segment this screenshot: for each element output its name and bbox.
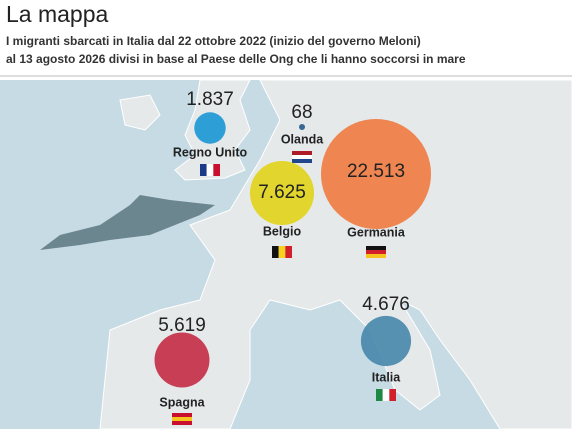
- bubble: [249, 160, 315, 226]
- bubble: [320, 118, 432, 230]
- country-name: Olanda: [281, 132, 324, 146]
- country-name: Spagna: [159, 395, 205, 409]
- bubble: [154, 332, 210, 388]
- value-label: 5.619: [158, 315, 206, 336]
- land: [99, 79, 572, 429]
- flag-stripe: [278, 246, 286, 258]
- bubble: [360, 315, 412, 367]
- flag-stripe: [292, 151, 312, 155]
- country-name: Belgio: [263, 224, 302, 238]
- title: La mappa: [6, 1, 109, 27]
- flag-stripe: [172, 421, 192, 425]
- flag-stripe: [172, 417, 192, 421]
- flag-stripe: [200, 164, 207, 176]
- flag-stripe: [376, 389, 383, 401]
- land: [119, 94, 161, 131]
- flag-stripe: [389, 389, 396, 401]
- value-label: 22.513: [347, 161, 405, 182]
- country-name: Germania: [347, 225, 406, 239]
- value-label: 7.625: [258, 182, 306, 203]
- flag-stripe: [366, 254, 386, 258]
- flag-stripe: [382, 389, 390, 401]
- header-bg: [0, 0, 572, 78]
- flag-stripe: [292, 159, 312, 163]
- flag-stripe: [206, 164, 214, 176]
- bubble: [298, 123, 306, 131]
- value-label: 68: [291, 102, 312, 123]
- value-label: 4.676: [362, 294, 410, 315]
- flag-stripe: [213, 164, 220, 176]
- flag-stripe: [366, 246, 386, 250]
- boat: [40, 195, 215, 250]
- flag-stripe: [272, 246, 279, 258]
- subtitle: I migranti sbarcati in Italia dal 22 ott…: [6, 34, 421, 48]
- value-label: 1.837: [186, 89, 234, 110]
- subtitle: al 13 agosto 2026 divisi in base al Paes…: [6, 52, 466, 66]
- country-name: Regno Unito: [173, 145, 248, 159]
- bubble: [194, 112, 226, 144]
- flag-stripe: [292, 155, 312, 159]
- flag-stripe: [172, 413, 192, 417]
- flag-stripe: [366, 250, 386, 254]
- country-name: Italia: [372, 370, 402, 384]
- flag-stripe: [285, 246, 292, 258]
